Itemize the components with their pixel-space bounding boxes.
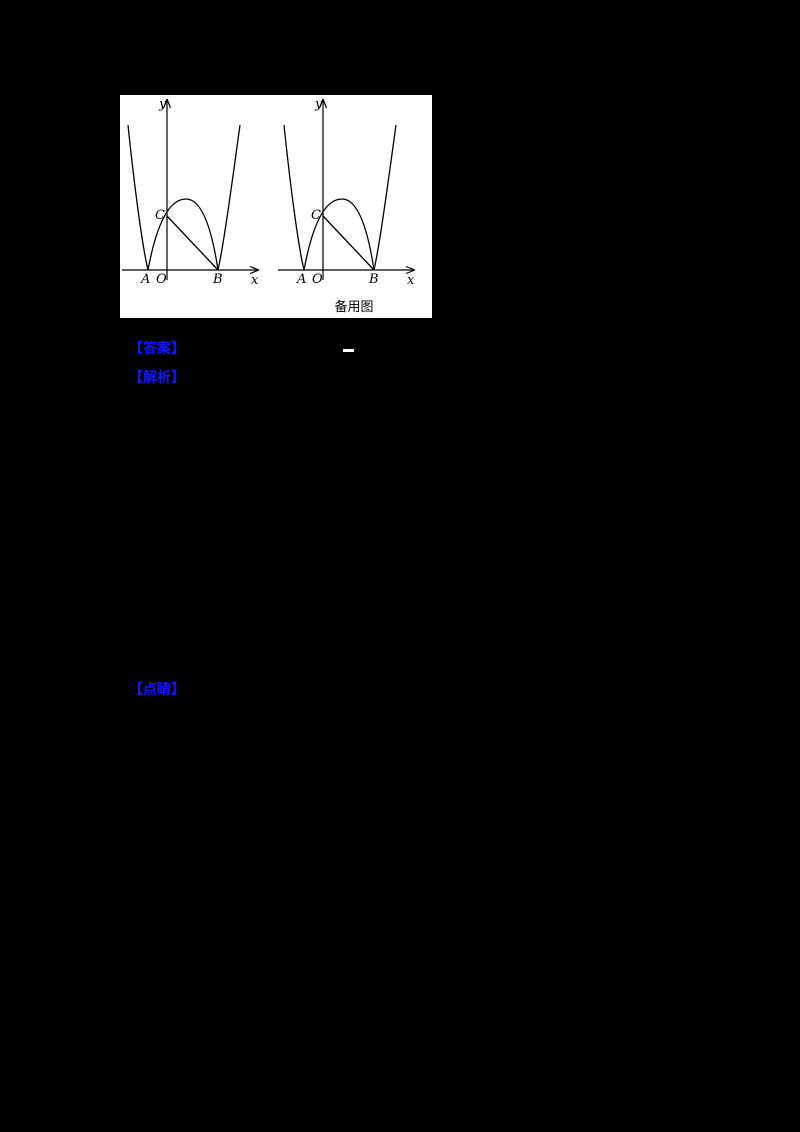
parabola-right-branch	[373, 124, 397, 271]
figure-caption: 备用图	[334, 299, 374, 314]
graph-spare: y x O A B C	[276, 95, 432, 318]
graph-main-svg: y x O A B C	[122, 97, 260, 288]
tip-marker: 【点睛】	[129, 681, 185, 697]
origin-label: O	[312, 272, 323, 287]
parabola-left-branch	[127, 124, 149, 271]
segment-cb	[166, 215, 219, 271]
x-axis-arrow	[249, 265, 260, 275]
fraction-bar-mark	[343, 349, 354, 352]
origin-label: O	[156, 272, 167, 287]
y-axis-arrow	[318, 98, 328, 109]
axes	[122, 98, 260, 280]
x-axis-label: x	[407, 273, 415, 288]
y-axis-label: y	[158, 97, 167, 112]
curves	[127, 124, 241, 271]
answer-marker: 【答案】	[129, 340, 185, 356]
point-c-label: C	[311, 208, 321, 223]
graph-spare-svg: y x O A B C	[278, 97, 416, 288]
point-b-label: B	[212, 272, 223, 287]
flipped-arch	[147, 198, 219, 271]
point-c-label: C	[155, 208, 165, 223]
curves	[283, 124, 397, 271]
segment-cb	[322, 215, 375, 271]
parabola-left-branch	[283, 124, 305, 271]
axes	[278, 98, 416, 280]
parabola-right-branch	[217, 124, 241, 271]
analysis-marker: 【解析】	[129, 369, 185, 385]
flipped-arch	[303, 198, 375, 271]
y-axis-arrow	[162, 98, 172, 109]
x-axis-label: x	[251, 273, 259, 288]
y-axis-label: y	[314, 97, 323, 112]
x-axis-arrow	[405, 265, 416, 275]
graph-main: y x O A B C	[120, 95, 276, 318]
point-b-label: B	[368, 272, 379, 287]
figure-image: y x O A B C	[120, 95, 432, 318]
point-a-label: A	[296, 272, 306, 287]
point-a-label: A	[140, 272, 150, 287]
